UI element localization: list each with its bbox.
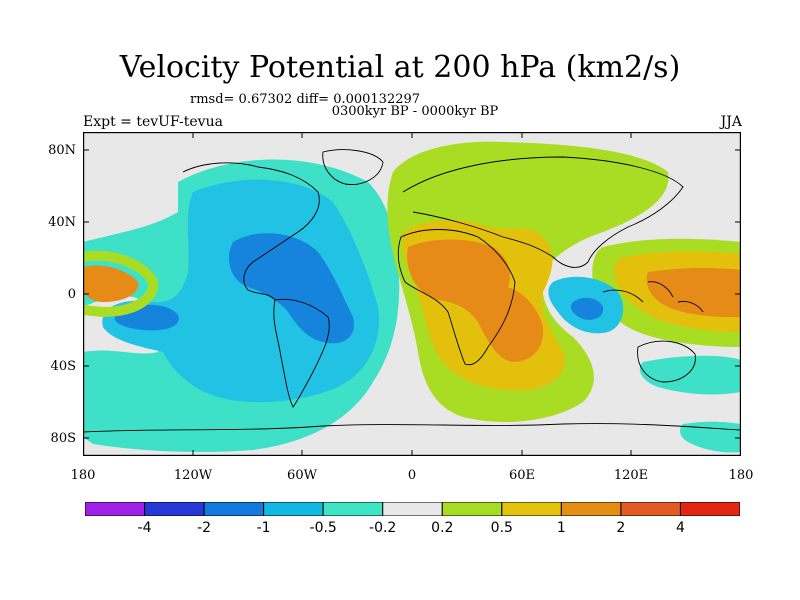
- lon-label-120e: 120E: [613, 468, 649, 483]
- coastline-eurasia: [402, 156, 684, 268]
- east-pacific-positive: [83, 265, 139, 302]
- colorbar-box: [203, 502, 265, 516]
- colorbar-box: [382, 502, 443, 516]
- colorbar-label: 4: [676, 520, 685, 536]
- colorbar-label: -0.2: [369, 520, 397, 536]
- lat-label-40s: 40S: [50, 359, 76, 374]
- colorbar-label: 0.2: [431, 520, 454, 536]
- colorbar-box: [560, 502, 622, 516]
- experiment-label: Expt = tevUF-tevua: [83, 114, 223, 130]
- coastline-maritime-continent: [602, 281, 704, 313]
- coastline-greenland: [322, 149, 384, 185]
- lon-label-120w: 120W: [173, 468, 213, 483]
- colorbar-label: -4: [137, 520, 152, 536]
- colorbar-label: 2: [616, 520, 626, 536]
- coastlines: [83, 149, 741, 433]
- stats-text: rmsd= 0.67302 diff= 0.000132297: [190, 92, 421, 107]
- coastline-australia: [637, 340, 696, 383]
- colorbar-box: [144, 502, 205, 516]
- lon-label-0: 0: [407, 468, 417, 483]
- colorbar-box: [620, 502, 681, 516]
- east-pacific-positive-halo: [83, 250, 159, 318]
- colorbar-box: [441, 502, 503, 516]
- lon-label-60e: 60E: [508, 468, 536, 483]
- colorbar-box: [263, 502, 324, 516]
- indian-ocean-negative-core: [571, 297, 604, 320]
- colorbar-label: -2: [197, 520, 212, 536]
- velocity-potential-map: [83, 132, 741, 456]
- lat-label-80n: 80N: [48, 143, 76, 158]
- coastline-africa: [397, 229, 516, 366]
- colorbar-label: -0.5: [309, 520, 337, 536]
- colorbar-box: [85, 502, 146, 516]
- colorbar-label: -1: [256, 520, 271, 536]
- axis-ticks: [83, 132, 741, 456]
- colorbar-label: 1: [556, 520, 566, 536]
- coastline-north-america: [182, 162, 320, 301]
- south-indian-negative: [639, 355, 741, 395]
- lon-label-60w: 60W: [287, 468, 317, 483]
- lat-label-40n: 40N: [48, 215, 76, 230]
- period-text: 0300kyr BP - 0000kyr BP: [331, 104, 499, 119]
- lat-label-eq: 0: [67, 287, 76, 302]
- map-title: Velocity Potential at 200 hPa (km2/s): [119, 50, 681, 85]
- lat-label-80s: 80S: [50, 431, 76, 446]
- season-label: JJA: [720, 114, 742, 130]
- colorbar: [85, 502, 740, 516]
- negative-region-mid: [102, 179, 379, 403]
- lon-label-180w: 180: [70, 468, 96, 483]
- negative-region-strong: [228, 233, 354, 344]
- coastline-south-america: [273, 298, 330, 408]
- wpac-positive-strong: [646, 267, 741, 318]
- colorbar-box: [679, 502, 740, 516]
- colorbar-box: [501, 502, 562, 516]
- colorbar-label: 0.5: [490, 520, 513, 536]
- coastline-antarctica: [83, 423, 741, 433]
- colorbar-box: [322, 502, 384, 516]
- lon-label-180e: 180: [728, 468, 754, 483]
